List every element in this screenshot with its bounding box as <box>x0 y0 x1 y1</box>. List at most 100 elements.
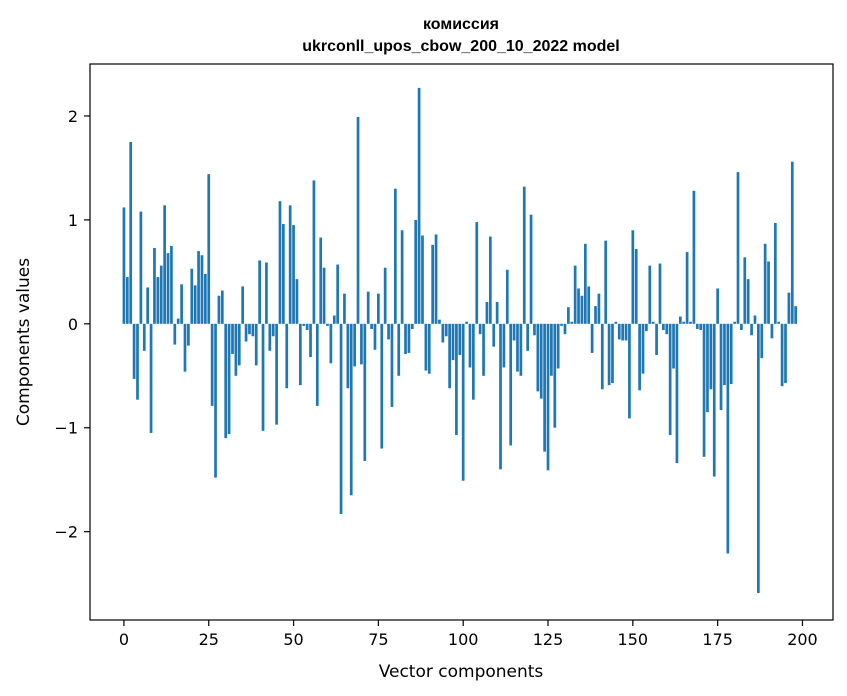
bar-25 <box>207 174 211 324</box>
bar-19 <box>187 323 190 346</box>
bar-79 <box>390 323 394 407</box>
bar-155 <box>648 265 652 324</box>
bar-8 <box>149 323 153 433</box>
bar-162 <box>672 323 675 369</box>
bar-51 <box>295 279 299 324</box>
bar-134 <box>577 288 580 324</box>
y-tick-label: −1 <box>54 419 78 438</box>
bar-105 <box>478 323 482 335</box>
bar-35 <box>241 286 245 324</box>
bar-100 <box>461 323 465 481</box>
bar-48 <box>285 323 289 389</box>
bar-178 <box>726 323 730 554</box>
bar-146 <box>617 323 621 340</box>
bar-150 <box>631 230 635 324</box>
x-tick-label: 25 <box>199 630 219 649</box>
bar-119 <box>526 323 530 351</box>
bar-38 <box>251 323 255 337</box>
bar-29 <box>220 290 224 324</box>
bar-160 <box>665 323 669 335</box>
bar-57 <box>315 323 319 406</box>
bar-115 <box>512 323 516 341</box>
bar-113 <box>505 269 509 324</box>
bar-78 <box>387 323 390 340</box>
bar-102 <box>468 323 472 368</box>
bar-168 <box>692 190 696 324</box>
bar-181 <box>736 172 740 324</box>
bar-135 <box>580 295 584 324</box>
bar-125 <box>546 323 550 471</box>
bar-37 <box>248 323 251 335</box>
bar-54 <box>305 323 309 331</box>
bar-45 <box>275 323 278 425</box>
bar-145 <box>614 321 618 324</box>
bar-104 <box>475 221 479 324</box>
x-tick-label: 175 <box>702 630 733 649</box>
bar-86 <box>414 219 418 324</box>
bars-group <box>122 87 798 593</box>
bar-33 <box>234 323 238 376</box>
bar-47 <box>282 224 285 324</box>
bar-23 <box>200 255 204 324</box>
bar-4 <box>136 323 139 400</box>
bar-130 <box>563 323 567 335</box>
bar-53 <box>302 323 306 326</box>
plot-frame <box>89 63 834 621</box>
bar-124 <box>543 323 546 452</box>
bar-197 <box>790 161 794 324</box>
bar-44 <box>271 323 275 337</box>
bar-192 <box>773 223 777 324</box>
bar-10 <box>156 277 160 324</box>
bar-184 <box>746 279 750 324</box>
bar-42 <box>265 262 268 324</box>
bar-98 <box>455 323 458 436</box>
bar-28 <box>217 295 221 324</box>
bar-159 <box>662 323 665 331</box>
bar-148 <box>624 323 628 341</box>
bar-80 <box>393 188 397 324</box>
bar-175 <box>716 288 719 324</box>
bar-58 <box>319 237 323 324</box>
bar-55 <box>309 323 312 358</box>
bar-172 <box>706 323 709 413</box>
bar-82 <box>400 230 404 324</box>
bar-66 <box>346 323 350 389</box>
bar-61 <box>329 323 333 364</box>
bar-111 <box>499 323 502 470</box>
bar-12 <box>163 205 166 324</box>
bar-3 <box>132 323 136 379</box>
bar-143 <box>607 323 611 386</box>
bar-91 <box>431 244 435 324</box>
bar-77 <box>383 267 387 324</box>
bar-153 <box>641 323 645 374</box>
bar-26 <box>210 323 214 406</box>
bar-188 <box>760 323 764 359</box>
bar-122 <box>536 323 540 392</box>
bar-187 <box>757 323 760 593</box>
bar-13 <box>166 253 170 324</box>
bar-157 <box>655 323 658 355</box>
bar-176 <box>719 323 723 411</box>
bar-34 <box>237 323 241 366</box>
bar-117 <box>519 323 523 376</box>
bar-127 <box>553 323 557 428</box>
bar-46 <box>278 201 282 324</box>
bar-69 <box>356 117 360 324</box>
bar-116 <box>516 323 519 372</box>
y-axis-label: Components values <box>14 258 34 426</box>
bar-154 <box>645 323 648 332</box>
bar-31 <box>227 323 231 434</box>
bar-32 <box>231 323 234 354</box>
bar-183 <box>743 257 747 324</box>
bar-6 <box>142 323 146 351</box>
bar-186 <box>753 315 757 324</box>
bar-99 <box>458 323 462 355</box>
bar-128 <box>556 323 560 369</box>
bar-114 <box>509 323 513 446</box>
x-axis-label: Vector components <box>379 662 544 682</box>
x-tick-label: 75 <box>368 630 388 649</box>
bar-189 <box>763 243 767 324</box>
bar-88 <box>421 235 424 324</box>
bar-196 <box>787 292 791 324</box>
bar-94 <box>441 323 445 343</box>
